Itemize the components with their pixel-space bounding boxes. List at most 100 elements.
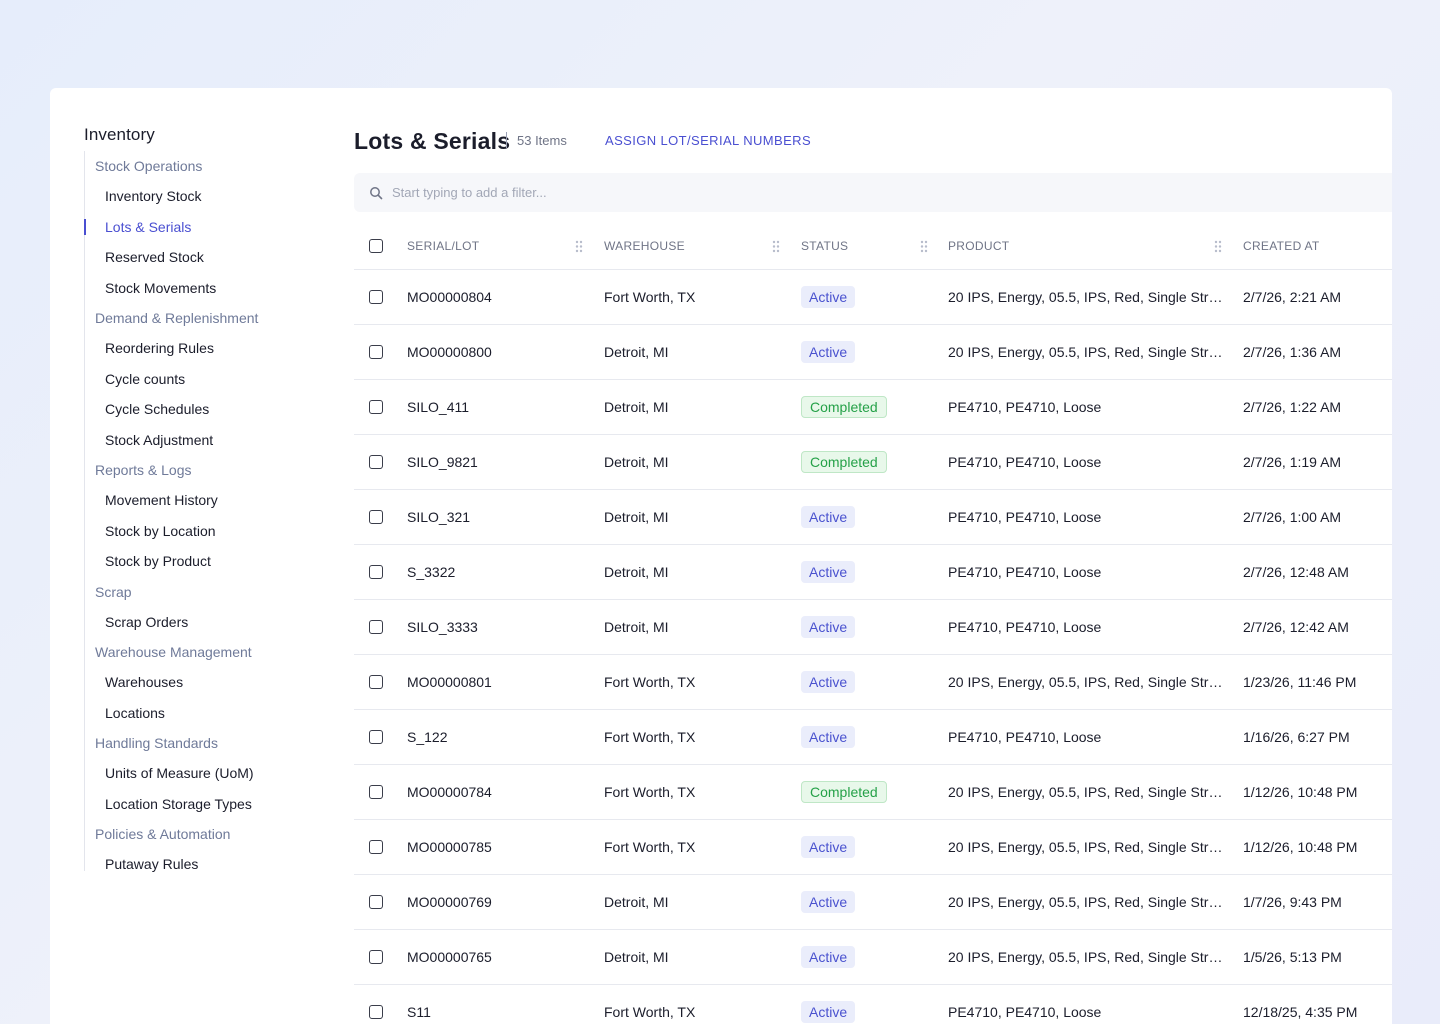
row-checkbox[interactable] <box>369 620 383 634</box>
page-title: Lots & Serials <box>354 128 511 154</box>
cell-serial[interactable]: MO00000769 <box>407 894 492 910</box>
cell-status: Active <box>801 616 948 638</box>
cell-created-at: 12/18/25, 4:35 PM <box>1243 1004 1358 1020</box>
row-checkbox[interactable] <box>369 345 383 359</box>
row-checkbox[interactable] <box>369 455 383 469</box>
status-badge: Active <box>801 286 856 308</box>
table-row[interactable]: MO00000801 Fort Worth, TX Active 20 IPS, En… <box>354 655 1392 710</box>
table-row[interactable]: MO00000769 Detroit, MI Active 20 IPS, Energ… <box>354 875 1392 930</box>
cell-serial[interactable]: MO00000801 <box>407 674 492 690</box>
sidebar-item-stock-adjustment[interactable]: Stock Adjustment <box>105 431 214 448</box>
row-checkbox[interactable] <box>369 950 383 964</box>
sidebar-nav: Stock Operations Inventory Stock Lots & Se… <box>84 151 324 872</box>
cell-warehouse: Detroit, MI <box>604 949 669 965</box>
table-row[interactable]: MO00000800 Detroit, MI Active 20 IPS, Energ… <box>354 325 1392 380</box>
sidebar-item-locations[interactable]: Locations <box>105 704 165 721</box>
status-badge: Active <box>801 726 856 748</box>
cell-warehouse: Detroit, MI <box>604 509 669 525</box>
drag-handle-icon[interactable] <box>575 240 583 253</box>
sidebar-item-putaway-rules[interactable]: Putaway Rules <box>105 856 199 872</box>
table-row[interactable]: SILO_411 Detroit, MI Completed PE4710, PE47… <box>354 380 1392 435</box>
cell-serial[interactable]: MO00000804 <box>407 289 492 305</box>
column-header-product[interactable]: PRODUCT <box>948 223 1243 270</box>
table-row[interactable]: MO00000784 Fort Worth, TX Completed 20 IPS,… <box>354 765 1392 820</box>
row-checkbox[interactable] <box>369 510 383 524</box>
row-checkbox[interactable] <box>369 290 383 304</box>
cell-serial[interactable]: S_122 <box>407 729 448 745</box>
cell-serial[interactable]: SILO_411 <box>407 399 470 415</box>
sidebar-item-reserved-stock[interactable]: Reserved Stock <box>105 249 204 265</box>
cell-serial[interactable]: MO00000800 <box>407 344 492 360</box>
sidebar-item-warehouses[interactable]: Warehouses <box>105 674 184 690</box>
nav-group-label: Policies & Automation <box>95 826 231 842</box>
sidebar-item-cycle-counts[interactable]: Cycle counts <box>105 370 186 387</box>
cell-serial[interactable]: SILO_9821 <box>407 454 478 470</box>
status-badge: Completed <box>801 451 887 473</box>
cell-serial[interactable]: SILO_321 <box>407 509 471 525</box>
sidebar-item-lots-serials[interactable]: Lots & Serials <box>84 212 324 243</box>
cell-product: 20 IPS, Energy, 05.5, IPS, Red, Single S… <box>948 344 1239 360</box>
table-row[interactable]: SILO_321 Detroit, MI Active PE4710, PE4710,… <box>354 490 1392 545</box>
sidebar-item-reordering-rules[interactable]: Reordering Rules <box>105 340 214 356</box>
cell-serial[interactable]: S_3322 <box>407 564 456 580</box>
sidebar-item-inventory-stock[interactable]: Inventory Stock <box>105 188 202 204</box>
cell-created-at: 2/7/26, 1:22 AM <box>1243 399 1342 415</box>
cell-product: PE4710, PE4710, Loose <box>948 619 1102 635</box>
row-checkbox-cell <box>354 400 407 414</box>
table-row[interactable]: MO00000785 Fort Worth, TX Active 20 IPS, En… <box>354 820 1392 875</box>
sidebar-item-movement-history[interactable]: Movement History <box>105 492 218 508</box>
column-header-serial[interactable]: SERIAL/LOT <box>407 223 604 270</box>
row-checkbox[interactable] <box>369 1005 383 1019</box>
row-checkbox[interactable] <box>369 400 383 414</box>
column-header-warehouse[interactable]: WAREHOUSE <box>604 223 801 270</box>
cell-serial[interactable]: MO00000765 <box>407 949 492 965</box>
row-checkbox-cell <box>354 455 407 469</box>
assign-lot-serial-button[interactable]: ASSIGN LOT/SERIAL NUMBERS <box>605 133 812 148</box>
filter-bar[interactable] <box>354 173 1392 212</box>
sidebar-item-units-of-measure-uom[interactable]: Units of Measure (UoM) <box>105 765 254 781</box>
cell-created-at: 2/7/26, 12:42 AM <box>1243 619 1349 635</box>
sidebar-item-stock-movements[interactable]: Stock Movements <box>105 279 217 296</box>
cell-warehouse: Detroit, MI <box>604 619 669 635</box>
cell-product: PE4710, PE4710, Loose <box>948 509 1102 525</box>
drag-handle-icon[interactable] <box>772 240 780 253</box>
nav-group-policies-automation: Policies & Automation Putaway Rules <box>85 819 324 880</box>
filter-input[interactable] <box>392 185 992 200</box>
cell-serial[interactable]: MO00000784 <box>407 784 492 800</box>
column-header-created[interactable]: CREATED AT <box>1243 223 1392 270</box>
table-row[interactable]: S11 Fort Worth, TX Active PE4710, PE4710, L… <box>354 985 1392 1024</box>
table-row[interactable]: MO00000765 Detroit, MI Active 20 IPS, Energ… <box>354 930 1392 985</box>
cell-status: Active <box>801 506 948 528</box>
cell-serial[interactable]: MO00000785 <box>407 839 492 855</box>
table-row[interactable]: SILO_3333 Detroit, MI Active PE4710, PE4710… <box>354 600 1392 655</box>
cell-status: Active <box>801 671 948 693</box>
sidebar-item-scrap-orders[interactable]: Scrap Orders <box>105 613 189 630</box>
sidebar-item-stock-by-product[interactable]: Stock by Product <box>105 553 211 569</box>
table-row[interactable]: S_3322 Detroit, MI Active PE4710, PE4710, L… <box>354 545 1392 600</box>
sidebar-item-cycle-schedules[interactable]: Cycle Schedules <box>105 401 210 417</box>
header-checkbox-cell <box>354 239 407 253</box>
row-checkbox[interactable] <box>369 895 383 909</box>
row-checkbox[interactable] <box>369 840 383 854</box>
table-row[interactable]: SILO_9821 Detroit, MI Completed PE4710, PE4… <box>354 435 1392 490</box>
table-row[interactable]: MO00000804 Fort Worth, TX Active 20 IPS, En… <box>354 270 1392 325</box>
cell-warehouse: Fort Worth, TX <box>604 784 696 800</box>
nav-group-demand-replenishment: Demand & Replenishment Reordering Rules Cy… <box>85 303 324 455</box>
row-checkbox[interactable] <box>369 730 383 744</box>
table-row[interactable]: S_122 Fort Worth, TX Active PE4710, PE4710,… <box>354 710 1392 765</box>
sidebar-item-stock-by-location[interactable]: Stock by Location <box>105 522 216 539</box>
row-checkbox[interactable] <box>369 785 383 799</box>
table-header: SERIAL/LOT WAREHOUSE STATUS PRODUCT CREA… <box>354 223 1392 270</box>
select-all-checkbox[interactable] <box>369 239 383 253</box>
drag-handle-icon[interactable] <box>920 240 928 253</box>
cell-serial[interactable]: S11 <box>407 1004 431 1020</box>
sidebar-title: Inventory <box>84 125 155 144</box>
sidebar-item-location-storage-types[interactable]: Location Storage Types <box>105 795 252 812</box>
drag-handle-icon[interactable] <box>1214 240 1222 253</box>
cell-status: Completed <box>801 451 948 473</box>
cell-serial[interactable]: SILO_3333 <box>407 619 478 635</box>
cell-created-at: 2/7/26, 1:00 AM <box>1243 509 1342 525</box>
column-header-status[interactable]: STATUS <box>801 223 948 270</box>
row-checkbox[interactable] <box>369 565 383 579</box>
row-checkbox[interactable] <box>369 675 383 689</box>
